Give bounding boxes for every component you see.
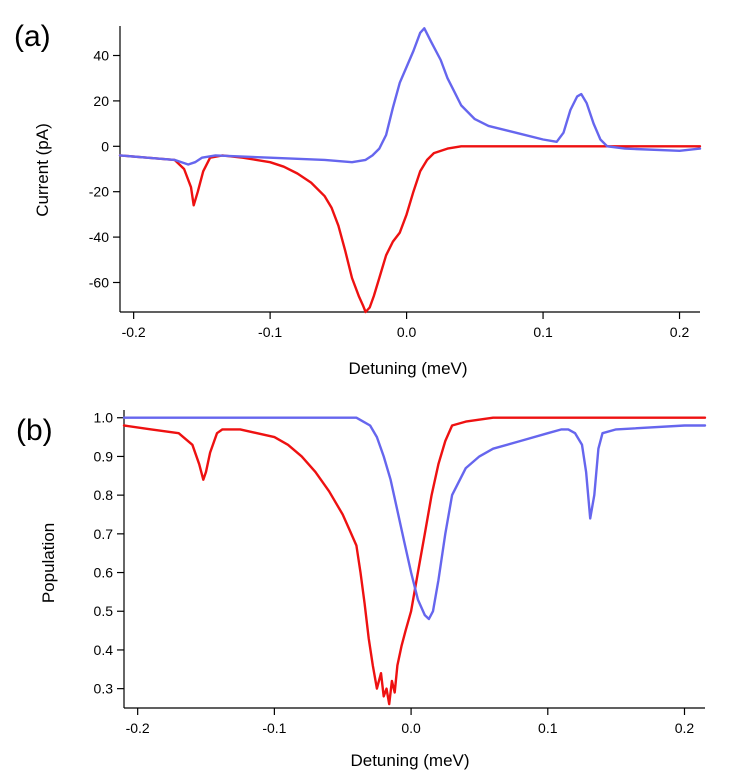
panel-b-ytick-label: 0.6: [94, 565, 114, 581]
panel-a-ytick-label: -20: [89, 184, 109, 200]
panel-b-xtick-label: -0.2: [126, 720, 150, 736]
panel-a-ytick-label: -40: [89, 229, 109, 245]
panel-b: (b) -0.2 -0.1 0.0 0.1 0.2 1.0 0.9 0.8 0.7 0.6 0.5 0…: [16, 410, 707, 770]
panel-a-ytick-label: 40: [93, 48, 109, 64]
panel-a-ytick-label: 20: [93, 93, 109, 109]
panel-a-xtick-label: 0.1: [533, 324, 553, 340]
panel-a-ytick-label: -60: [89, 274, 109, 290]
panel-b-ytick-label: 0.7: [94, 526, 114, 542]
panel-a-label: (a): [14, 20, 51, 53]
panel-b-ytick-label: 0.5: [94, 603, 114, 619]
panel-b-plot-area: -0.2 -0.1 0.0 0.1 0.2 1.0 0.9 0.8 0.7 0.6 0.5 0.4 0.…: [94, 410, 707, 736]
panel-b-ytick-label: 0.4: [94, 642, 114, 658]
panel-b-xtick-label: 0.1: [538, 720, 558, 736]
panel-b-series-red: [122, 416, 707, 706]
panel-a-xtick-label: -0.1: [258, 324, 282, 340]
panel-b-xlabel: Detuning (meV): [350, 751, 469, 770]
panel-b-xtick-label: -0.1: [262, 720, 286, 736]
panel-a-series-blue: [118, 27, 702, 166]
panel-b-xtick-label: 0.2: [675, 720, 695, 736]
panel-b-xtick-label: 0.0: [401, 720, 421, 736]
panel-b-series-blue: [122, 416, 707, 621]
panel-a-xlabel: Detuning (meV): [348, 359, 467, 378]
panel-b-label: (b): [16, 414, 53, 447]
panel-a-xtick-label: 0.2: [670, 324, 690, 340]
panel-a-ytick-label: 0: [101, 138, 109, 154]
panel-b-ytick-label: 0.9: [94, 448, 114, 464]
panel-b-ytick-label: 0.8: [94, 487, 114, 503]
panel-b-ytick-label: 0.3: [94, 681, 114, 697]
panel-a-xtick-label: -0.2: [122, 324, 146, 340]
panel-a-plot-area: -0.2 -0.1 0.0 0.1 0.2 40 20 0 -20 -40 -60: [89, 26, 702, 340]
panel-b-ylabel: Population: [39, 523, 58, 603]
panel-a-ylabel: Current (pA): [33, 123, 52, 217]
panel-b-ytick-label: 1.0: [94, 410, 114, 426]
panel-a-xtick-label: 0.0: [397, 324, 417, 340]
panel-a-series-red: [118, 145, 702, 314]
panel-a: (a) -0.2 -0.1 0.0 0.1 0.2 40 20 0 -20 -40 -60 Detu…: [14, 20, 702, 378]
